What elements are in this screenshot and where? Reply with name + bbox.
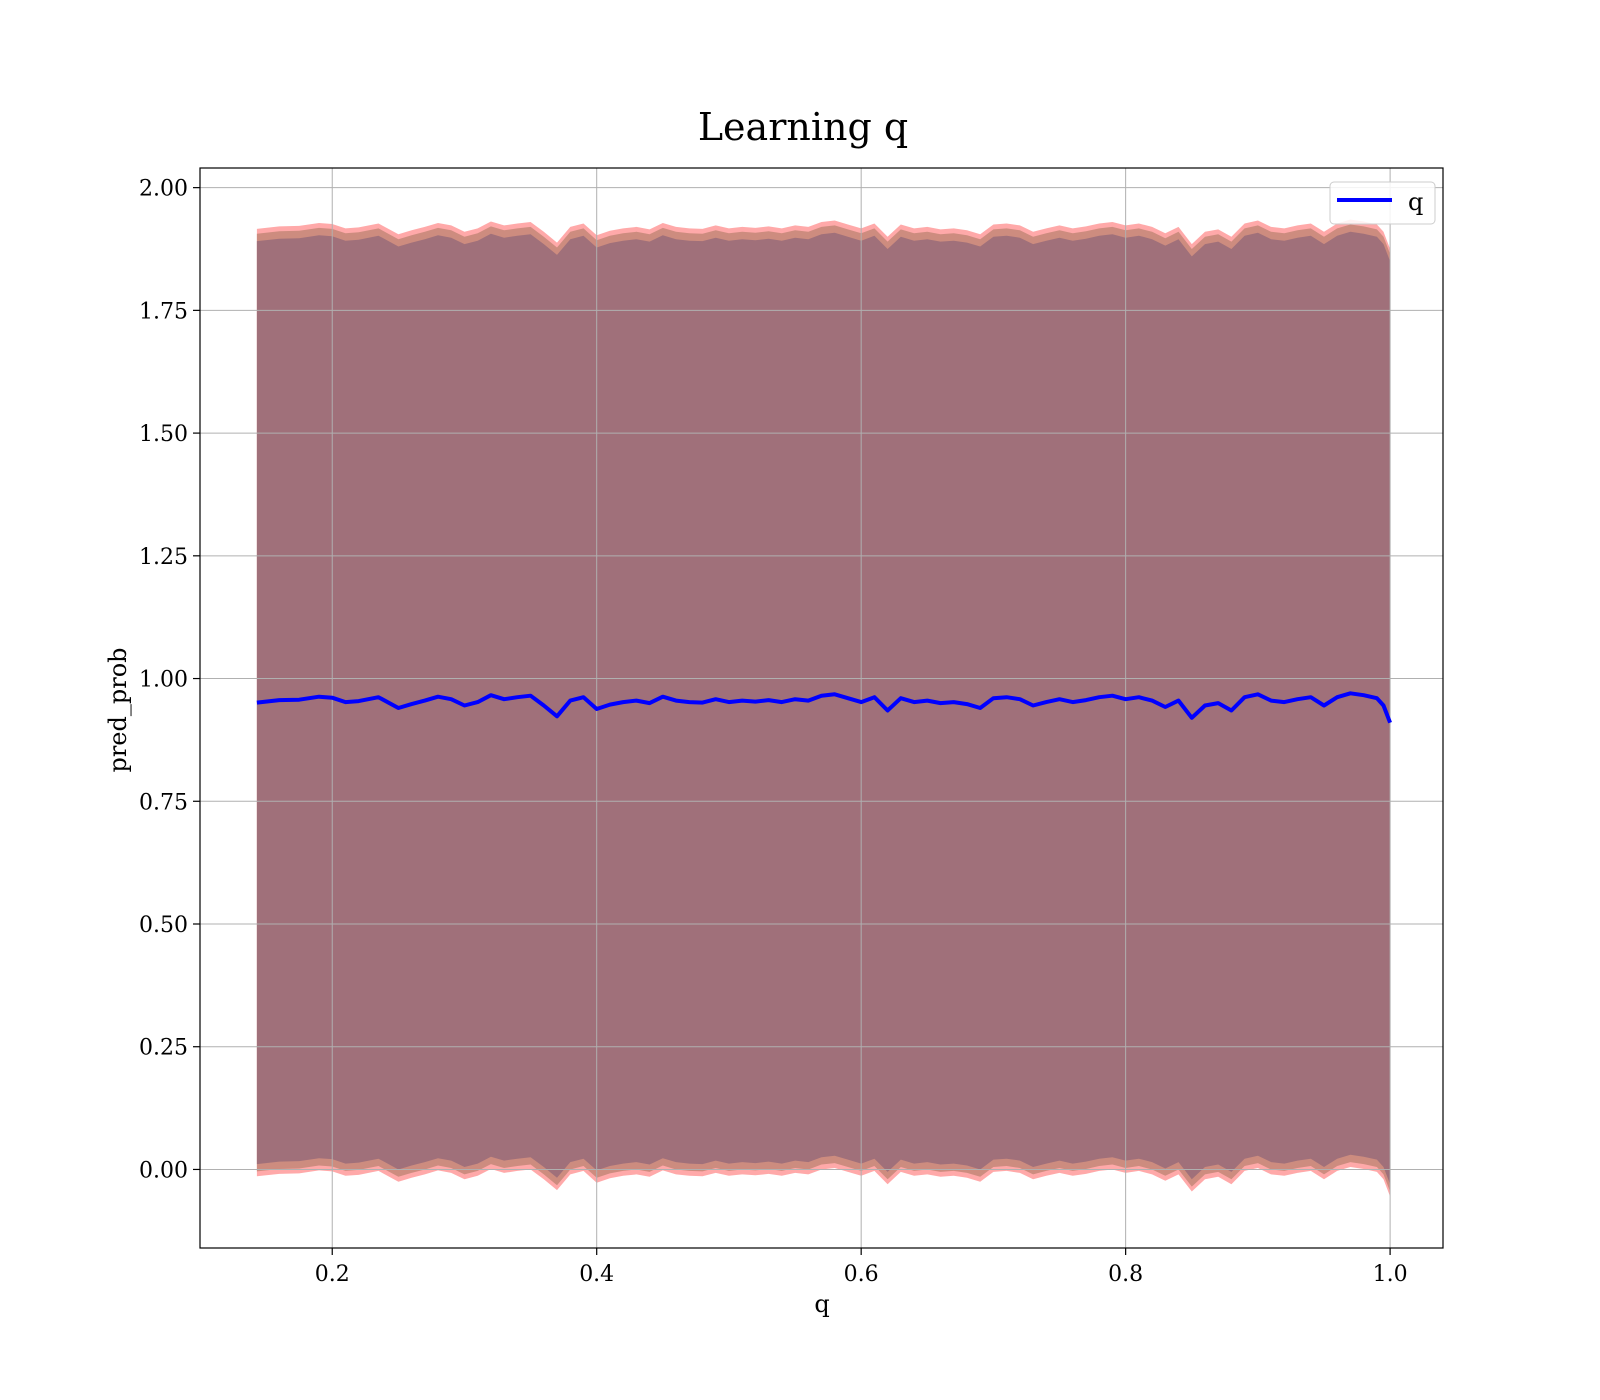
legend: q [1329, 181, 1436, 225]
y-tick-label: 2.00 [139, 177, 188, 202]
y-tick-label: 0.75 [139, 790, 188, 815]
series-line-q [256, 691, 1392, 724]
x-tick-label: 0.8 [1108, 1262, 1143, 1287]
y-tick-label: 0.25 [139, 1036, 188, 1061]
y-tick-label: 0.50 [139, 913, 188, 938]
legend-label-q: q [1408, 188, 1423, 216]
band-inner [256, 231, 1391, 1185]
axis-ticks: 0.2 0.4 0.6 0.8 1.0 0.00 0.25 0.50 0.75 1.00 1.25 1… [139, 177, 1408, 1287]
x-tick-label: 1.0 [1373, 1262, 1408, 1287]
x-tick-label: 0.2 [315, 1262, 350, 1287]
y-tick-label: 1.75 [139, 299, 188, 324]
y-tick-label: 1.00 [139, 668, 188, 693]
grid [200, 168, 1443, 1248]
legend-box [1329, 181, 1436, 225]
x-tick-label: 0.6 [844, 1262, 879, 1287]
y-axis-label: pred_prob [104, 647, 132, 772]
x-tick-label: 0.4 [579, 1262, 614, 1287]
series-lines [256, 691, 1392, 724]
uncertainty-bands [256, 219, 1391, 1197]
y-tick-label: 1.50 [139, 422, 188, 447]
chart-title: Learning q [698, 105, 908, 149]
x-axis-label: q [814, 1290, 829, 1318]
y-tick-label: 0.00 [139, 1158, 188, 1183]
y-tick-label: 1.25 [139, 545, 188, 570]
plot-frame [199, 167, 1444, 1249]
